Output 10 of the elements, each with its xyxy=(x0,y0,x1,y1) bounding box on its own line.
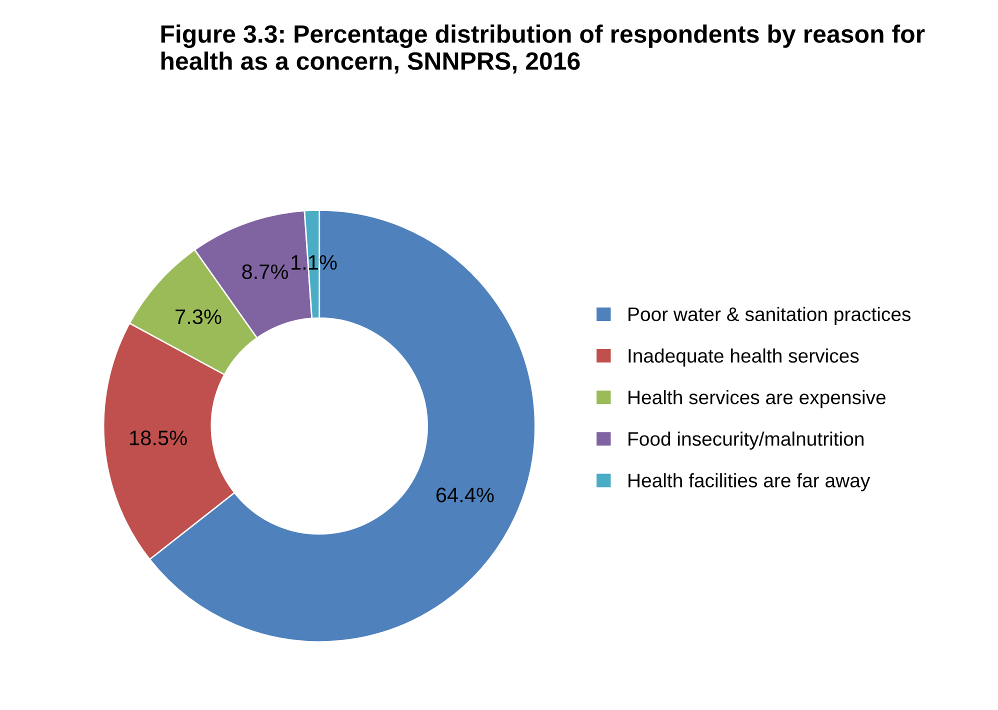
legend-label: Poor water & sanitation practices xyxy=(628,306,911,326)
chart-title: Figure 3.3: Percentage distribution of respondents by reason for health as a concern, SNNPRS, 2016 xyxy=(161,24,925,74)
data-label: 7.3% xyxy=(176,309,222,324)
legend-label: Food insecurity/malnutrition xyxy=(628,432,864,450)
legend-label: Health facilities are far away xyxy=(628,473,870,492)
data-label: 8.7% xyxy=(242,264,288,280)
legend-label: Inadequate health services xyxy=(628,348,859,367)
data-label: 64.4% xyxy=(436,488,494,502)
legend-label: Health services are expensive xyxy=(628,390,886,408)
data-label: 18.5% xyxy=(130,430,187,446)
